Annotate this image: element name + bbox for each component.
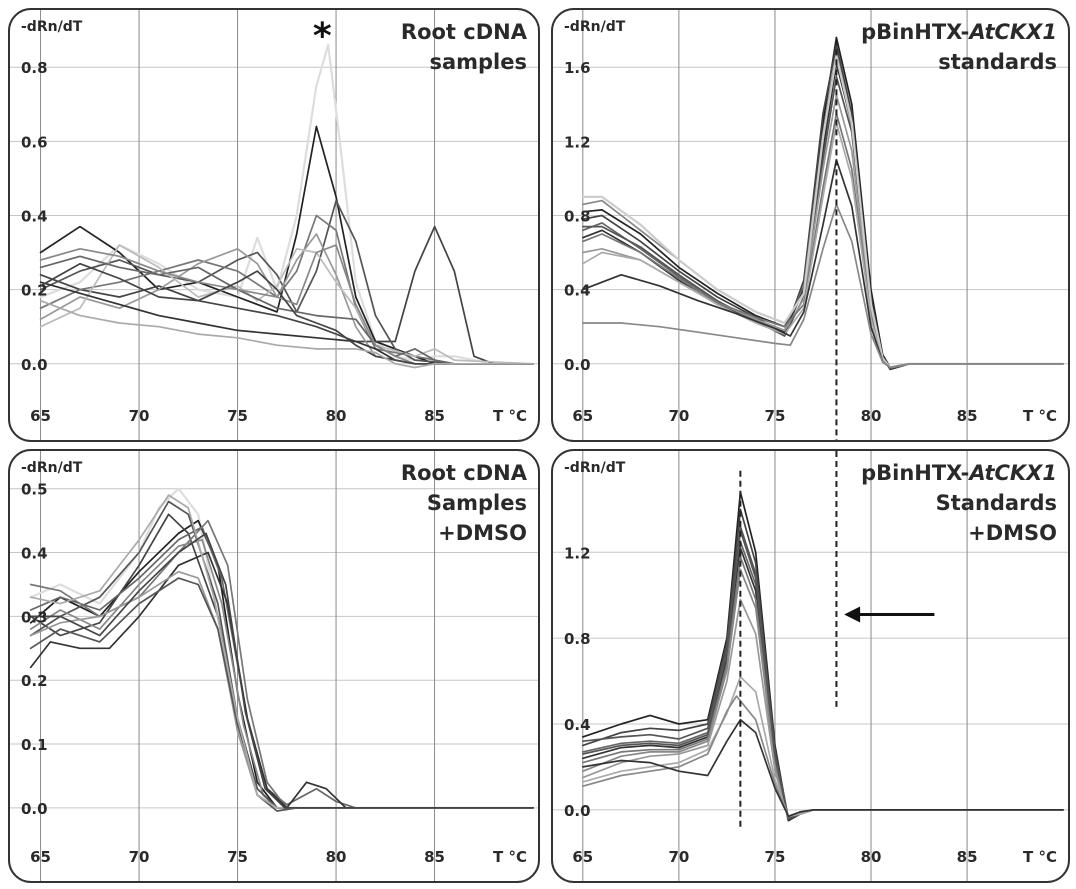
y-tick-label: 0.2 [21, 672, 48, 690]
y-axis-label: -dRn/dT [564, 19, 626, 35]
panel-title-line: pBinHTX-AtCKX1 [861, 461, 1057, 485]
x-tick-label: 85 [957, 848, 978, 866]
melt-curve-12 [39, 299, 534, 369]
melt-curve-10 [39, 244, 534, 365]
y-tick-label: 0.4 [21, 545, 48, 563]
y-tick-label: 0.0 [564, 802, 591, 820]
panel-frame [8, 449, 540, 883]
y-tick-label: 0.8 [21, 59, 48, 77]
x-axis-label: T °C [1023, 848, 1057, 866]
melt-curve-11 [39, 262, 534, 365]
melt-curve-6 [29, 519, 534, 809]
x-tick-label: 65 [572, 848, 593, 866]
x-tick-label: 80 [326, 407, 347, 425]
y-tick-label: 0.6 [21, 133, 48, 151]
shift-arrow-head-icon [844, 606, 861, 623]
panel-title-part: samples [429, 50, 527, 74]
x-tick-label: 70 [668, 848, 689, 866]
y-axis-label: -dRn/dT [564, 460, 626, 476]
melt-curve-12 [29, 532, 534, 809]
melt-curve-12 [581, 718, 1065, 818]
y-tick-label: 0.4 [564, 716, 591, 734]
x-tick-label: 85 [424, 848, 445, 866]
panel-title-line: Samples [427, 491, 527, 515]
panel-title-line: samples [429, 50, 527, 74]
melt-curve-11 [29, 494, 534, 809]
panel-title-part: Standards [936, 491, 1057, 515]
x-tick-label: 80 [861, 407, 882, 425]
y-tick-label: 0.1 [21, 736, 48, 754]
x-axis-label: T °C [1023, 407, 1057, 425]
curves [39, 43, 535, 369]
panel-title-part: Root cDNA [401, 20, 528, 44]
panel-title-part: AtCKX1 [967, 20, 1057, 44]
y-tick-label: 1.2 [564, 544, 591, 562]
panel-title-line: Root cDNA [401, 461, 528, 485]
curves [29, 487, 535, 812]
panel-title-part: pBinHTX- [861, 20, 969, 44]
panel-title-part: +DMSO [438, 521, 527, 545]
x-tick-label: 75 [227, 848, 248, 866]
panel-title-part: AtCKX1 [967, 461, 1057, 485]
chart-panel-4: 0.0 0.4 0.8 1.2 65 70 75 80 85 T °C -dRn/dT pBinHTX… [551, 449, 1070, 883]
panel-title-line: Root cDNA [401, 20, 528, 44]
chart-panel-1: 0.0 0.2 0.4 0.6 0.8 65 70 75 80 85 T °C -dRn/dT Root… [8, 8, 540, 442]
x-tick-label: 75 [765, 848, 786, 866]
chart-panel-2: 0.0 0.4 0.8 1.2 1.6 65 70 75 80 85 T °C -dRn/dT pBin… [551, 8, 1070, 442]
melt-curve-8 [39, 255, 534, 365]
panel-title-line: +DMSO [968, 521, 1057, 545]
y-tick-label: 0.2 [21, 282, 48, 300]
panel-frame [8, 8, 540, 442]
x-tick-label: 85 [424, 407, 445, 425]
y-tick-label: 0.0 [21, 356, 48, 374]
y-tick-label: 0.3 [21, 608, 48, 626]
panel-title-part: Root cDNA [401, 461, 528, 485]
x-tick-label: 65 [572, 407, 593, 425]
x-tick-label: 65 [30, 848, 51, 866]
y-tick-label: 0.8 [564, 630, 591, 648]
x-tick-label: 70 [129, 848, 150, 866]
melt-curve-12 [581, 203, 1065, 369]
y-axis-label: -dRn/dT [21, 460, 83, 476]
melt-curve-10 [29, 577, 534, 809]
x-axis-label: T °C [493, 848, 527, 866]
y-tick-label: 1.2 [564, 133, 591, 151]
panel-title-line: standards [938, 50, 1057, 74]
x-axis-label: T °C [493, 407, 527, 425]
melt-curve-10 [581, 675, 1065, 818]
panel-title-part: pBinHTX- [861, 461, 969, 485]
panel-frame [551, 449, 1070, 883]
curves [581, 36, 1065, 371]
panel-title-line: pBinHTX-AtCKX1 [861, 20, 1057, 44]
x-tick-label: 65 [30, 407, 51, 425]
y-tick-label: 1.6 [564, 59, 591, 77]
y-tick-label: 0.8 [564, 207, 591, 225]
peak-annotation-star: * [313, 16, 332, 57]
y-tick-label: 0.4 [21, 207, 48, 225]
chart-panel-3: 0.0 0.1 0.2 0.3 0.4 0.5 65 70 75 80 85 T °C -dRn/dT R… [8, 449, 540, 883]
x-tick-label: 80 [861, 848, 882, 866]
y-tick-label: 0.0 [564, 356, 591, 374]
panel-title-part: +DMSO [968, 521, 1057, 545]
x-tick-label: 75 [765, 407, 786, 425]
panel-title-line: +DMSO [438, 521, 527, 545]
y-tick-label: 0.0 [21, 800, 48, 818]
melt-curve-1 [39, 43, 535, 365]
x-tick-label: 75 [227, 407, 248, 425]
panel-title-part: standards [938, 50, 1057, 74]
x-tick-label: 85 [957, 407, 978, 425]
y-axis-label: -dRn/dT [21, 19, 83, 35]
x-tick-label: 80 [326, 848, 347, 866]
y-tick-label: 0.4 [564, 282, 591, 300]
x-tick-label: 70 [129, 407, 150, 425]
melt-curve-8 [29, 551, 534, 809]
panel-title-part: Samples [427, 491, 527, 515]
panel-title-line: Standards [936, 491, 1057, 515]
y-tick-label: 0.5 [21, 481, 48, 499]
melt-curve-7 [39, 244, 534, 365]
x-tick-label: 70 [668, 407, 689, 425]
melt-curve-3 [39, 225, 534, 365]
